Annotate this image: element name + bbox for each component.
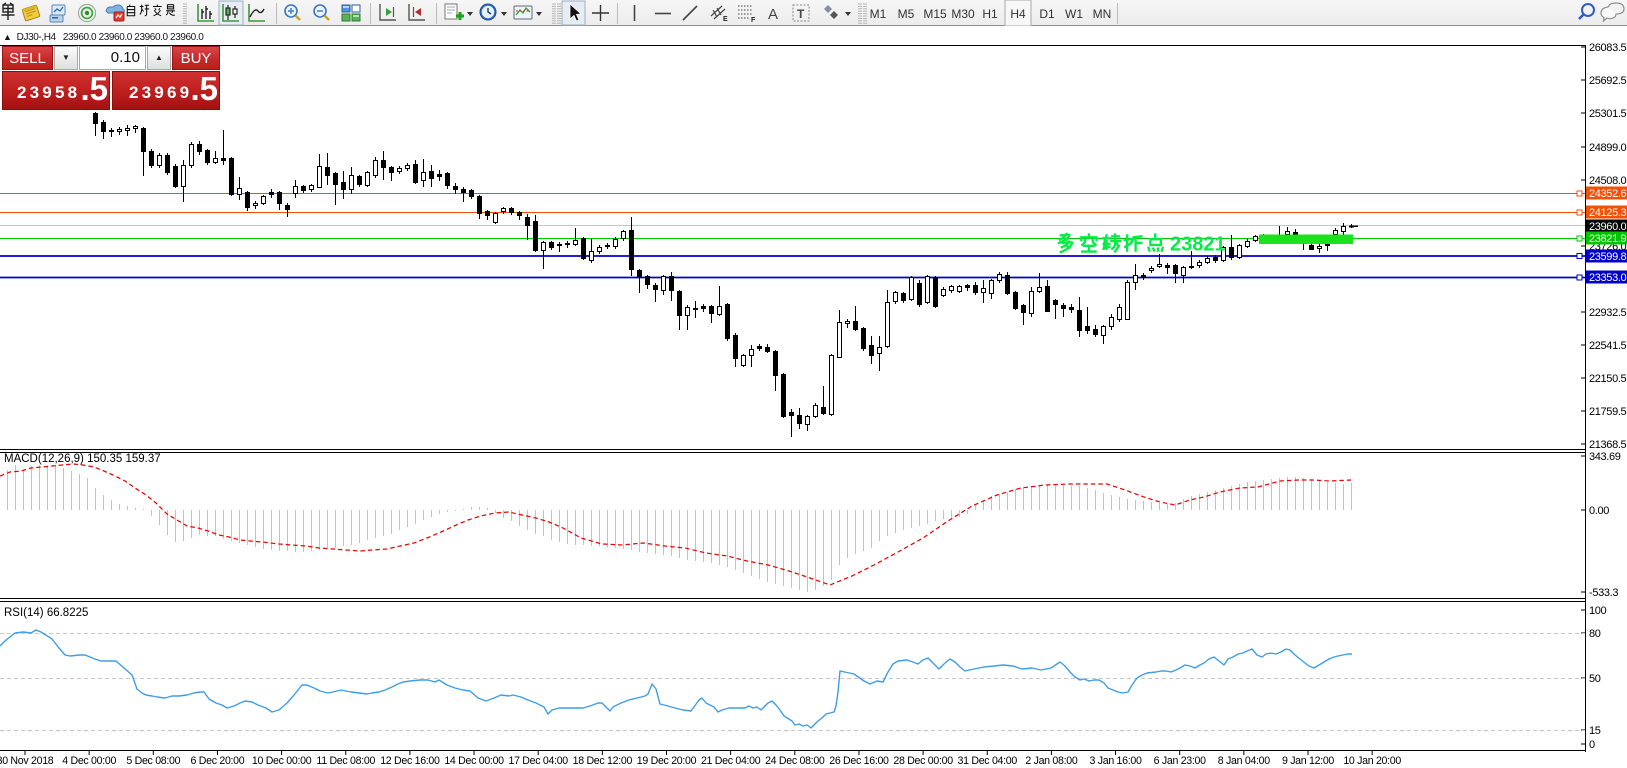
svg-text:12 Dec 16:00: 12 Dec 16:00 — [380, 755, 440, 767]
svg-text:25692.5: 25692.5 — [1589, 75, 1627, 87]
svg-text:F: F — [751, 17, 756, 24]
svg-text:M30: M30 — [951, 7, 975, 21]
svg-text:E: E — [723, 16, 728, 23]
svg-text:23353.0: 23353.0 — [1589, 272, 1627, 284]
svg-text:21 Dec 04:00: 21 Dec 04:00 — [701, 755, 761, 767]
svg-text:0: 0 — [1589, 739, 1595, 751]
svg-text:23821: 23821 — [1170, 234, 1226, 256]
svg-text:M1: M1 — [870, 7, 887, 21]
svg-text:8 Jan 04:00: 8 Jan 04:00 — [1218, 755, 1270, 767]
svg-text:26 Dec 16:00: 26 Dec 16:00 — [829, 755, 889, 767]
svg-text:24 Dec 08:00: 24 Dec 08:00 — [765, 755, 825, 767]
svg-text:50: 50 — [1589, 673, 1601, 685]
svg-text:28 Dec 00:00: 28 Dec 00:00 — [893, 755, 953, 767]
svg-text:24508.0: 24508.0 — [1589, 175, 1627, 187]
svg-text:14 Dec 00:00: 14 Dec 00:00 — [444, 755, 504, 767]
svg-text:6 Jan 23:00: 6 Jan 23:00 — [1154, 755, 1206, 767]
svg-text:80: 80 — [1589, 628, 1601, 640]
svg-text:-533.3: -533.3 — [1589, 587, 1618, 599]
svg-text:A: A — [768, 6, 778, 23]
svg-text:6 Dec 20:00: 6 Dec 20:00 — [191, 755, 245, 767]
svg-text:18 Dec 12:00: 18 Dec 12:00 — [573, 755, 633, 767]
svg-text:M15: M15 — [923, 7, 947, 21]
svg-text:H4: H4 — [1010, 7, 1026, 21]
svg-text:17 Dec 04:00: 17 Dec 04:00 — [508, 755, 568, 767]
svg-text:0.00: 0.00 — [1589, 505, 1609, 517]
svg-text:26083.5: 26083.5 — [1589, 42, 1627, 54]
svg-text:11 Dec 08:00: 11 Dec 08:00 — [316, 755, 375, 767]
svg-text:3 Jan 16:00: 3 Jan 16:00 — [1090, 755, 1142, 767]
svg-text:9 Jan 12:00: 9 Jan 12:00 — [1282, 755, 1334, 767]
svg-text:2 Jan 08:00: 2 Jan 08:00 — [1025, 755, 1077, 767]
svg-text:10 Jan 20:00: 10 Jan 20:00 — [1343, 755, 1401, 767]
svg-text:24125.3: 24125.3 — [1589, 207, 1627, 219]
svg-text:21368.5: 21368.5 — [1589, 439, 1627, 451]
svg-text:22932.5: 22932.5 — [1589, 307, 1627, 319]
svg-text:D1: D1 — [1039, 7, 1055, 21]
svg-text:24899.0: 24899.0 — [1589, 142, 1627, 154]
svg-text:10 Dec 00:00: 10 Dec 00:00 — [252, 755, 312, 767]
svg-text:24352.6: 24352.6 — [1589, 188, 1627, 200]
svg-text:RSI(14) 66.8225: RSI(14) 66.8225 — [4, 607, 88, 619]
svg-text:4 Dec 00:00: 4 Dec 00:00 — [62, 755, 116, 767]
svg-text:H1: H1 — [982, 7, 998, 21]
svg-text:22541.5: 22541.5 — [1589, 340, 1627, 352]
svg-text:22150.5: 22150.5 — [1589, 373, 1627, 385]
svg-text:23821.9: 23821.9 — [1589, 233, 1627, 245]
svg-text:5 Dec 08:00: 5 Dec 08:00 — [126, 755, 180, 767]
svg-text:30 Nov 2018: 30 Nov 2018 — [0, 755, 54, 767]
svg-text:15: 15 — [1589, 725, 1601, 737]
svg-text:M5: M5 — [898, 7, 915, 21]
svg-text:100: 100 — [1589, 605, 1607, 617]
svg-text:31 Dec 04:00: 31 Dec 04:00 — [958, 755, 1018, 767]
svg-text:T: T — [797, 7, 805, 21]
svg-text:23599.8: 23599.8 — [1589, 251, 1627, 263]
svg-text:25301.5: 25301.5 — [1589, 108, 1627, 120]
svg-text:343.69: 343.69 — [1589, 451, 1621, 463]
svg-text:MN: MN — [1093, 7, 1112, 21]
svg-text:21759.5: 21759.5 — [1589, 406, 1627, 418]
svg-text:19 Dec 20:00: 19 Dec 20:00 — [637, 755, 697, 767]
svg-text:MACD(12,26,9) 150.35 159.37: MACD(12,26,9) 150.35 159.37 — [4, 453, 161, 465]
svg-text:W1: W1 — [1065, 7, 1083, 21]
svg-text:23960.0: 23960.0 — [1589, 221, 1627, 233]
